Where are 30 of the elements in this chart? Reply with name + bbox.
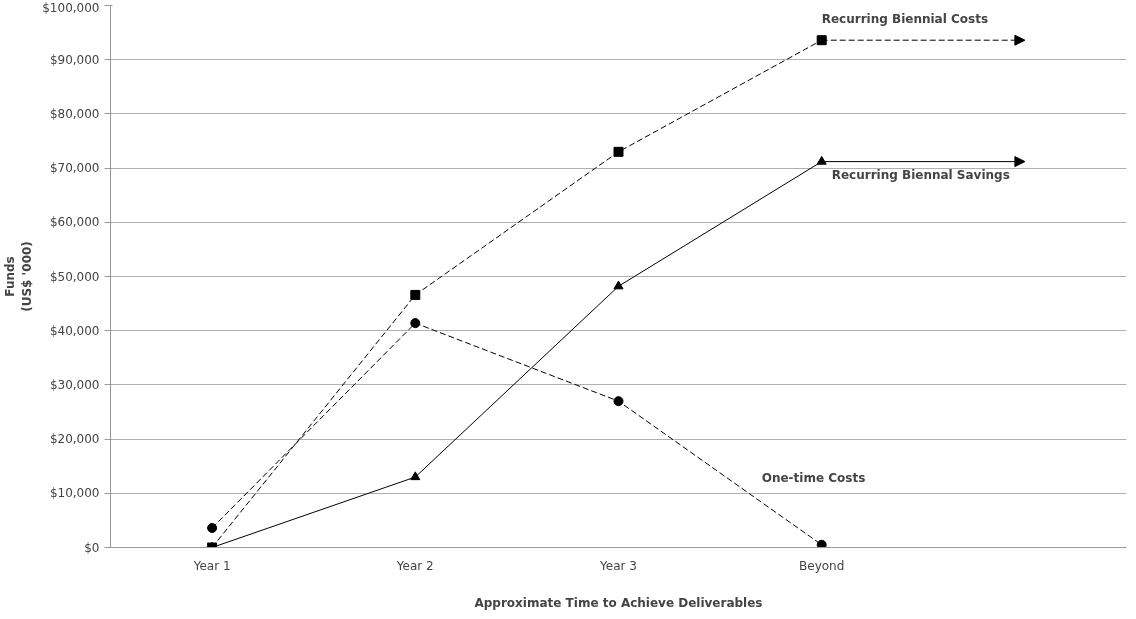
- x-axis-title: Approximate Time to Achieve Deliverables: [474, 595, 763, 610]
- y-tick-label: $70,000: [49, 161, 100, 176]
- y-tick-label: $10,000: [49, 486, 100, 501]
- series-label: One-time Costs: [761, 470, 866, 485]
- point: [816, 539, 827, 548]
- x-tick-label: Beyond: [799, 558, 845, 573]
- point: [410, 289, 421, 300]
- point: [410, 318, 421, 329]
- y-tick-label: $60,000: [49, 215, 100, 230]
- x-tick-label: Year 1: [192, 558, 231, 573]
- x-tick-label: Year 3: [599, 558, 637, 573]
- y-axis-title: Funds (US$ '000): [3, 241, 35, 312]
- y-tick-label: $30,000: [49, 377, 100, 392]
- point: [613, 280, 624, 290]
- y-tick-label: $0: [84, 540, 100, 555]
- point: [410, 471, 421, 481]
- series-label: Recurring Biennial Costs: [821, 12, 989, 27]
- point: [613, 146, 624, 157]
- y-tick-label: $50,000: [49, 269, 100, 284]
- point: [207, 523, 218, 533]
- y-tick-label: $40,000: [49, 323, 100, 338]
- point: [816, 155, 827, 165]
- y-tick-label: $100,000: [42, 0, 100, 15]
- point: [816, 35, 827, 46]
- point: [613, 396, 624, 407]
- y-tick-label: $20,000: [49, 432, 100, 447]
- y-tick-label: $90,000: [49, 52, 100, 67]
- series-label: Recurring Biennal Savings: [831, 167, 1010, 182]
- y-tick-label: $80,000: [49, 106, 100, 121]
- x-tick-label: Year 2: [395, 558, 434, 573]
